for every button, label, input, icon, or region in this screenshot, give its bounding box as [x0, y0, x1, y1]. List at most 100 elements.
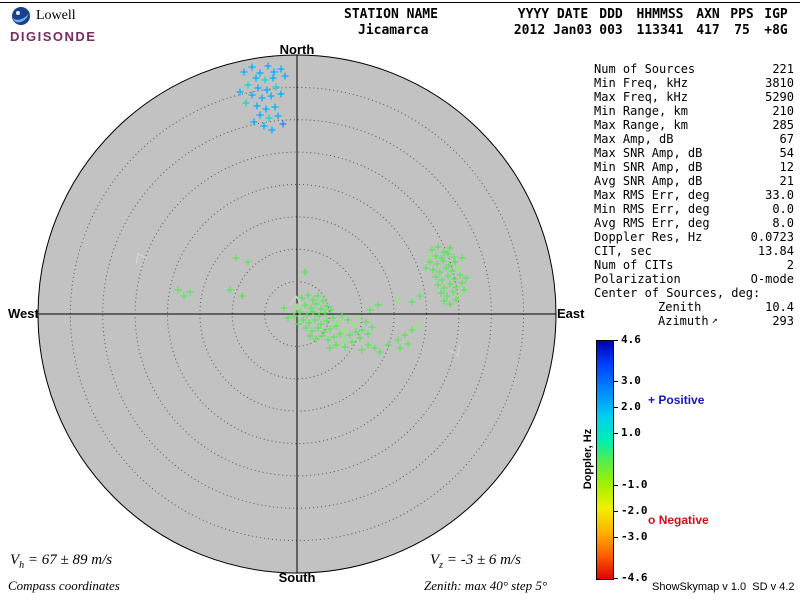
- stat-value: 33.0: [765, 188, 794, 202]
- stat-row: Polarization O-mode: [594, 272, 794, 286]
- stat-label: Center of Sources, deg:: [594, 286, 761, 300]
- stat-row: Num of CITs 2: [594, 258, 794, 272]
- stat-label: Max RMS Err, deg: [594, 188, 710, 202]
- stat-row: Max Amp, dB 67: [594, 132, 794, 146]
- stat-label: Max Freq, kHz: [594, 90, 688, 104]
- stat-value: 67: [779, 132, 794, 146]
- stat-value: 5290: [765, 90, 794, 104]
- colorbar-tick-label: -1.0: [621, 478, 648, 491]
- header-col: HHMMSS 113341: [629, 7, 691, 39]
- stat-row: Zenith 10.4: [594, 300, 794, 314]
- stat-value: 13.84: [757, 244, 794, 258]
- stat-value: 8.0: [772, 216, 794, 230]
- colorbar-tick-label: 4.6: [621, 333, 641, 346]
- stat-label: Num of Sources: [594, 62, 696, 76]
- stat-value: O-mode: [750, 272, 794, 286]
- colorbar-tick: [613, 433, 618, 434]
- stat-value: 293: [772, 314, 794, 328]
- colorbar-tick: [613, 381, 618, 382]
- stat-label: Max SNR Amp, dB: [594, 146, 703, 160]
- header-label: YYYY DATE: [517, 7, 589, 22]
- colorbar-tick-label: -2.0: [621, 504, 648, 517]
- stat-label: Num of CITs: [594, 258, 674, 272]
- compass-label-north: North: [279, 42, 315, 57]
- stat-row: Min RMS Err, deg 0.0: [594, 202, 794, 216]
- colorbar-tick-label: -3.0: [621, 530, 648, 543]
- stat-label: Min RMS Err, deg: [594, 202, 710, 216]
- colorbar-tick-label: 2.0: [621, 400, 641, 413]
- lowell-digisonde-logo: Lowell DIGISONDE: [10, 5, 130, 49]
- stat-value: 285: [772, 118, 794, 132]
- zenith-range-note: Zenith: max 40° step 5°: [424, 578, 548, 593]
- stat-row: Max Range, km 285: [594, 118, 794, 132]
- header-label: PPS: [730, 7, 754, 22]
- digisonde-wordmark: DIGISONDE: [10, 29, 97, 44]
- stat-label: Zenith: [658, 300, 702, 314]
- stat-row: CIT, sec 13.84: [594, 244, 794, 258]
- stat-value: 0.0723: [750, 230, 794, 244]
- header-col: DDD 003: [593, 7, 629, 39]
- stat-label: Min Freq, kHz: [594, 76, 688, 90]
- colorbar-tick: [613, 407, 618, 408]
- stat-label: Min Range, km: [594, 104, 688, 118]
- stat-value: 221: [772, 62, 794, 76]
- stat-label: Doppler Res, Hz: [594, 230, 703, 244]
- stat-label: Azimuth: [658, 314, 709, 328]
- header-col: YYYY DATE 2012 Jan03: [513, 7, 593, 39]
- colorbar-tick: [613, 340, 618, 341]
- stat-label: Polarization: [594, 272, 681, 286]
- header-col: STATION NAME Jicamarca: [338, 7, 513, 39]
- header-label: HHMMSS: [636, 7, 684, 22]
- header-value: 417: [696, 23, 720, 38]
- colorbar-tick-label: 3.0: [621, 374, 641, 387]
- header-value: 113341: [636, 23, 684, 38]
- header-col: PPS 75: [725, 7, 759, 39]
- header-value: 003: [599, 23, 623, 38]
- skymap-plot: [37, 54, 557, 574]
- coordinates-note: Compass coordinates: [8, 578, 120, 593]
- stat-row: Min Range, km 210: [594, 104, 794, 118]
- stat-row: Max SNR Amp, dB 54: [594, 146, 794, 160]
- compass-label-south: South: [278, 570, 316, 585]
- horizontal-velocity-readout: Vh = 67 ± 89 m/s: [10, 552, 113, 571]
- vertical-velocity-readout: Vz = -3 ± 6 m/s: [430, 552, 522, 571]
- stat-value: 54: [779, 146, 794, 160]
- header-label: STATION NAME: [344, 7, 438, 22]
- stat-row: Max Freq, kHz 5290: [594, 90, 794, 104]
- stat-row: Avg RMS Err, deg 8.0: [594, 216, 794, 230]
- colorbar-title: Doppler, Hz: [582, 428, 594, 490]
- header-label: IGP: [764, 7, 788, 22]
- stat-row: Center of Sources, deg:: [594, 286, 794, 300]
- header-value: 2012 Jan03: [513, 23, 593, 38]
- plus-marker-icon: +: [648, 393, 656, 407]
- stat-value: 2: [786, 258, 794, 272]
- stat-value: 0.0: [772, 202, 794, 216]
- colorbar-tick-label: -4.6: [621, 571, 648, 584]
- legend-negative: o Negative: [648, 513, 709, 527]
- software-version: ShowSkymap v 1.0 SD v 4.2: [652, 581, 795, 593]
- stat-row: Avg SNR Amp, dB 21: [594, 174, 794, 188]
- azimuth-direction-icon: ↗: [711, 315, 718, 326]
- stat-value: 12: [779, 160, 794, 174]
- stat-label: Max Range, km: [594, 118, 688, 132]
- stat-row: Num of Sources 221: [594, 62, 794, 76]
- colorbar-tick-label: 1.0: [621, 426, 641, 439]
- stat-value: 3810: [765, 76, 794, 90]
- lowell-globe-icon: [12, 7, 30, 25]
- stat-row: Azimuth ↗ 293: [594, 314, 794, 328]
- colorbar-tick: [613, 511, 618, 512]
- stat-label: Max Amp, dB: [594, 132, 674, 146]
- colorbar-tick: [613, 537, 618, 538]
- lowell-wordmark: Lowell: [36, 8, 76, 23]
- stat-row: Min Freq, kHz 3810: [594, 76, 794, 90]
- colorbar-tick: [613, 578, 618, 579]
- header-value: 75: [734, 23, 750, 38]
- compass-label-east: East: [557, 306, 585, 321]
- header-value: +8G: [764, 23, 788, 38]
- stats-panel: Num of Sources 221 Min Freq, kHz 3810 Max Fr…: [594, 62, 794, 328]
- header-col: AXN 417: [691, 7, 725, 39]
- compass-label-west: West: [8, 306, 39, 321]
- legend-positive: + Positive: [648, 393, 705, 407]
- stat-value: 10.4: [765, 300, 794, 314]
- doppler-colorbar: [596, 340, 614, 580]
